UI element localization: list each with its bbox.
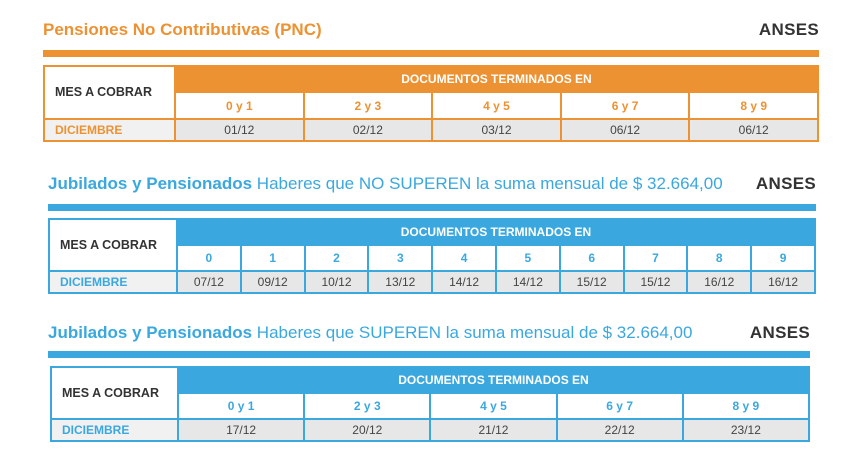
doc-group: 8 y 9 bbox=[688, 91, 819, 120]
doc-digit: 5 bbox=[494, 244, 561, 272]
jub-superen-divider bbox=[48, 351, 810, 358]
document-groups-row: 0 y 1 2 y 3 4 y 5 6 y 7 8 y 9 bbox=[51, 392, 811, 420]
doc-digit: 8 bbox=[686, 244, 753, 272]
date-cell: 21/12 bbox=[429, 418, 558, 442]
mes-a-cobrar-header: MES A COBRAR bbox=[43, 65, 176, 120]
jub-no-superen-title: Jubilados y Pensionados Haberes que NO S… bbox=[48, 174, 723, 194]
table-row: DICIEMBRE 17/12 20/12 21/12 22/12 23/12 bbox=[50, 418, 811, 442]
jubilados-superen-section: Jubilados y Pensionados Haberes que SUPE… bbox=[48, 323, 811, 445]
table-row: DICIEMBRE 01/12 02/12 03/12 06/12 06/12 bbox=[43, 117, 819, 143]
documentos-header: DOCUMENTOS TERMINADOS EN bbox=[174, 64, 819, 94]
doc-group: 4 y 5 bbox=[431, 91, 562, 120]
date-cell: 22/12 bbox=[555, 418, 684, 442]
month-cell: DICIEMBRE bbox=[48, 270, 178, 294]
doc-digit: 1 bbox=[239, 244, 306, 272]
doc-digit: 2 bbox=[303, 244, 370, 272]
documentos-header: DOCUMENTOS TERMINADOS EN bbox=[177, 366, 810, 394]
pnc-schedule-table: MES A COBRAR DOCUMENTOS TERMINADOS EN 0 … bbox=[43, 64, 819, 143]
pnc-section: Pensiones No Contributivas (PNC) ANSES M… bbox=[43, 20, 819, 144]
doc-group: 0 y 1 bbox=[176, 392, 306, 420]
doc-digit: 3 bbox=[367, 244, 434, 272]
date-cell: 17/12 bbox=[176, 418, 306, 442]
section-subtitle: Haberes que NO SUPEREN la suma mensual d… bbox=[256, 174, 723, 193]
date-cell: 10/12 bbox=[303, 270, 370, 294]
pnc-divider bbox=[43, 50, 819, 57]
doc-group: 6 y 7 bbox=[555, 392, 684, 420]
doc-digit: 7 bbox=[622, 244, 689, 272]
month-cell: DICIEMBRE bbox=[43, 117, 176, 143]
doc-group: 0 y 1 bbox=[174, 91, 305, 120]
jub-no-superen-schedule-table: MES A COBRAR DOCUMENTOS TERMINADOS EN 0 … bbox=[48, 218, 816, 294]
jub-superen-title: Jubilados y Pensionados Haberes que SUPE… bbox=[48, 323, 692, 343]
date-cell: 13/12 bbox=[367, 270, 434, 294]
doc-digit: 6 bbox=[558, 244, 625, 272]
doc-group: 2 y 3 bbox=[302, 91, 434, 120]
date-cell: 09/12 bbox=[239, 270, 306, 294]
doc-group: 8 y 9 bbox=[681, 392, 811, 420]
jubilados-no-superen-section: Jubilados y Pensionados Haberes que NO S… bbox=[48, 174, 816, 296]
date-cell: 06/12 bbox=[688, 117, 819, 143]
date-cell: 14/12 bbox=[431, 270, 497, 294]
table-header-row: MES A COBRAR DOCUMENTOS TERMINADOS EN bbox=[48, 218, 816, 272]
section-title: Jubilados y Pensionados bbox=[48, 174, 253, 193]
anses-logo: ANSES bbox=[749, 323, 810, 342]
mes-a-cobrar-header: MES A COBRAR bbox=[48, 218, 178, 272]
anses-logo: ANSES bbox=[758, 20, 819, 39]
date-cell: 02/12 bbox=[302, 117, 434, 143]
date-cell: 15/12 bbox=[622, 270, 689, 294]
jub-superen-title-row: Jubilados y Pensionados Haberes que SUPE… bbox=[48, 323, 810, 349]
pnc-title: Pensiones No Contributivas (PNC) bbox=[43, 20, 322, 39]
date-cell: 15/12 bbox=[558, 270, 625, 294]
document-groups-row: 0 y 1 2 y 3 4 y 5 6 y 7 8 y 9 bbox=[44, 91, 819, 120]
doc-group: 4 y 5 bbox=[429, 392, 558, 420]
doc-group: 2 y 3 bbox=[303, 392, 432, 420]
doc-group: 6 y 7 bbox=[559, 91, 691, 120]
table-header-row: MES A COBRAR DOCUMENTOS TERMINADOS EN bbox=[43, 64, 819, 120]
pnc-title-row: Pensiones No Contributivas (PNC) ANSES bbox=[43, 20, 819, 46]
doc-digit: 4 bbox=[431, 244, 497, 272]
anses-logo: ANSES bbox=[755, 174, 816, 193]
date-cell: 23/12 bbox=[681, 418, 811, 442]
documentos-header: DOCUMENTOS TERMINADOS EN bbox=[176, 218, 816, 246]
doc-digit: 9 bbox=[750, 244, 816, 272]
mes-a-cobrar-header: MES A COBRAR bbox=[50, 366, 179, 420]
date-cell: 20/12 bbox=[303, 418, 432, 442]
section-title: Jubilados y Pensionados bbox=[48, 323, 253, 342]
date-cell: 01/12 bbox=[174, 117, 305, 143]
document-groups-row: 0 1 2 3 4 5 6 7 8 9 bbox=[49, 244, 816, 272]
jub-no-superen-divider bbox=[48, 204, 816, 211]
date-cell: 07/12 bbox=[176, 270, 242, 294]
table-header-row: MES A COBRAR DOCUMENTOS TERMINADOS EN bbox=[50, 366, 810, 420]
section-subtitle: Haberes que SUPEREN la suma mensual de $… bbox=[256, 323, 693, 342]
doc-digit: 0 bbox=[176, 244, 242, 272]
table-row: DICIEMBRE 07/12 09/12 10/12 13/12 14/12 … bbox=[48, 270, 816, 294]
jub-superen-schedule-table: MES A COBRAR DOCUMENTOS TERMINADOS EN 0 … bbox=[50, 366, 811, 442]
month-cell: DICIEMBRE bbox=[50, 418, 179, 442]
date-cell: 14/12 bbox=[494, 270, 561, 294]
date-cell: 06/12 bbox=[559, 117, 691, 143]
date-cell: 16/12 bbox=[750, 270, 816, 294]
jub-no-superen-title-row: Jubilados y Pensionados Haberes que NO S… bbox=[48, 174, 816, 200]
date-cell: 16/12 bbox=[686, 270, 753, 294]
date-cell: 03/12 bbox=[431, 117, 562, 143]
